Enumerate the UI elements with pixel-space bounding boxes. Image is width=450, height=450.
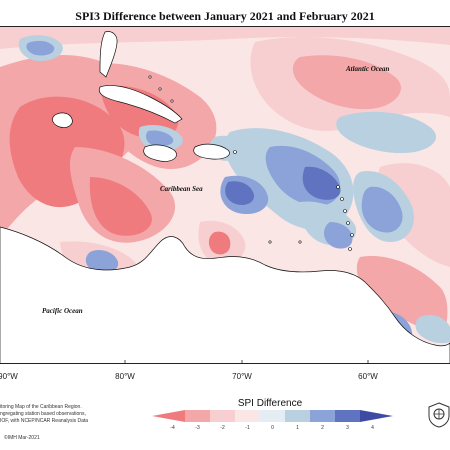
credit-line: ngregating station based observations,	[0, 411, 86, 417]
legend-swatch	[152, 410, 185, 422]
data-credits: itoring Map of the Caribbean Region. ngr…	[0, 404, 140, 425]
legend-title: SPI Difference	[237, 398, 303, 409]
legend-swatch	[335, 410, 360, 422]
lon-label-90w: 90°W	[0, 372, 18, 381]
legend-tick-label: 4	[371, 425, 374, 431]
legend-tick-label: -3	[195, 425, 200, 431]
lon-label-80w: 80°W	[115, 372, 135, 381]
legend-tick-label: 1	[296, 425, 299, 431]
wet-anomaly-regions	[18, 35, 450, 347]
map-border-ticks	[124, 360, 369, 363]
island-chain	[148, 75, 354, 251]
legend-swatch	[360, 410, 393, 422]
spi-difference-map	[0, 27, 450, 363]
atlantic-ocean-label: Atlantic Ocean	[346, 65, 390, 73]
map-frame: Atlantic Ocean Caribbean Sea Pacific Oce…	[0, 26, 450, 364]
legend-tick-label: 0	[271, 425, 274, 431]
map-title: SPI3 Difference between January 2021 and…	[75, 9, 375, 23]
legend-swatch	[185, 410, 210, 422]
land-masses	[0, 31, 450, 363]
legend-swatch	[285, 410, 310, 422]
legend-tick-label: -2	[220, 425, 225, 431]
legend-tick-label: 2	[321, 425, 324, 431]
legend-tick-label: -4	[170, 425, 175, 431]
lon-label-60w: 60°W	[358, 372, 378, 381]
legend-swatch	[260, 410, 285, 422]
legend-swatch	[310, 410, 335, 422]
credit-line: itoring Map of the Caribbean Region.	[0, 404, 82, 410]
legend-swatch	[235, 410, 260, 422]
lon-label-70w: 70°W	[232, 372, 252, 381]
legend-swatch	[210, 410, 235, 422]
pacific-ocean-label: Pacific Ocean	[42, 307, 83, 315]
legend-colorbar	[152, 410, 393, 422]
legend-tick-label: 3	[346, 425, 349, 431]
caribbean-sea-label: Caribbean Sea	[160, 185, 203, 193]
institute-logo-icon	[428, 402, 450, 428]
copyright-text: ©IMH Mar-2021	[4, 435, 40, 441]
legend-tick-label: -1	[245, 425, 250, 431]
credit-line: IOF, with NCEP/NCAR Reanalysis Data	[0, 418, 89, 424]
